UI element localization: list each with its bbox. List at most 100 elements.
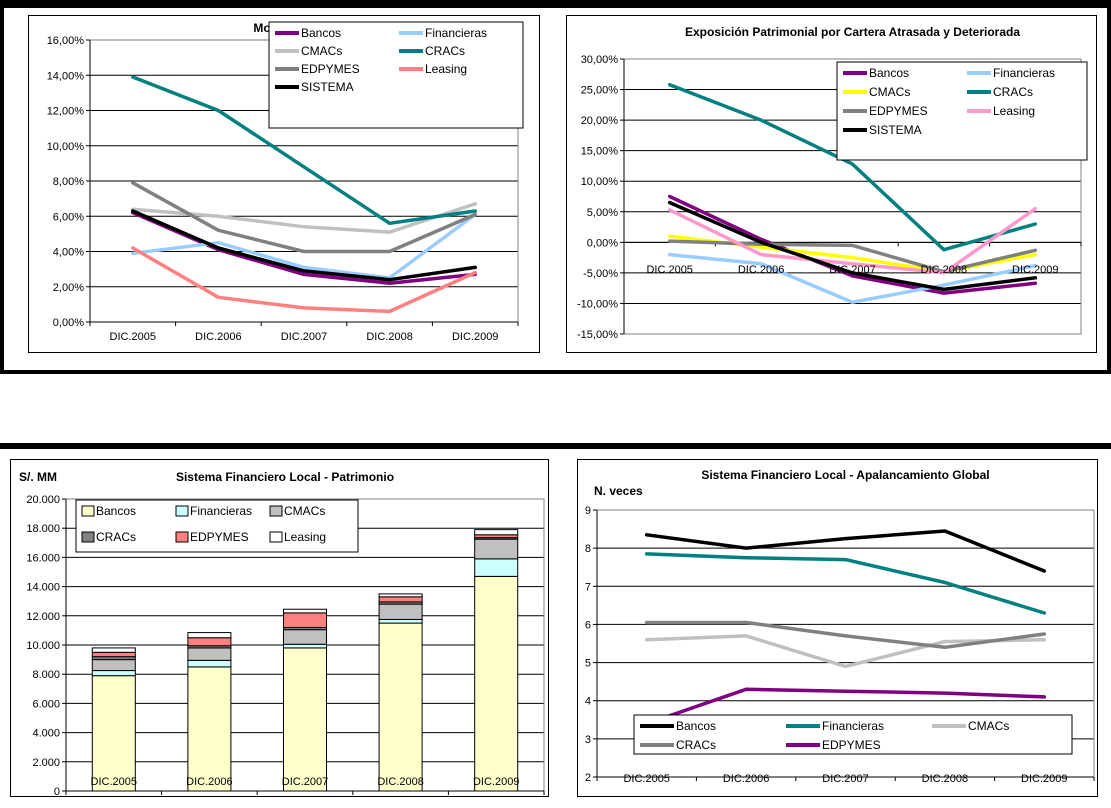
legend-label-cmacs: CMACs [301, 44, 342, 58]
y-tick-label: 4 [585, 696, 591, 708]
legend-label-bancos: Bancos [869, 66, 909, 80]
x-tick-label: DIC.2007 [822, 773, 868, 785]
x-tick-label: DIC.2006 [195, 331, 241, 343]
bar-cmacs [187, 647, 232, 661]
y-axis-label: S/. MM [19, 470, 57, 484]
bar-financieras [187, 659, 232, 668]
y-tick-label: 5 [585, 658, 591, 670]
x-tick-label: DIC.2007 [282, 776, 328, 788]
bar-leasing [378, 593, 423, 598]
legend-label-cracs: CRACs [993, 85, 1033, 99]
y-tick-label: 14.000 [26, 582, 60, 594]
bar-bancos [474, 575, 519, 792]
bar-edpymes [187, 637, 232, 647]
x-tick-label: DIC.2006 [723, 773, 769, 785]
middle-rule [0, 443, 1111, 449]
morosidad-chart-panel: Morosidad Global0,00%2,00%4,00%6,00%8,00… [28, 15, 540, 353]
bar-leasing [187, 632, 232, 639]
series-line-edpymes [644, 687, 1047, 726]
series-line-leasing [131, 246, 477, 314]
patrimonio-chart: Sistema Financiero Local - Patrimonio S/.… [19, 470, 545, 796]
bar-leasing [282, 608, 328, 614]
series-line-cmacs [644, 634, 1047, 669]
y-tick-label: 16,00% [47, 35, 85, 47]
y-tick-label: 25,00% [581, 85, 619, 97]
bar-bancos [91, 675, 136, 792]
x-tick-label: DIC.2008 [377, 776, 423, 788]
morosidad-chart: Morosidad Global0,00%2,00%4,00%6,00%8,00… [47, 21, 524, 343]
apalancamiento-chart-panel: Sistema Financiero Local - Apalancamient… [577, 459, 1098, 797]
y-tick-label: 2 [585, 772, 591, 784]
legend-label-edpymes: EDPYMES [822, 738, 881, 752]
y-tick-label: 4.000 [32, 728, 60, 740]
series-line-sistema [667, 200, 1038, 292]
y-tick-label: 0,00% [53, 317, 84, 329]
series-line-bancos [667, 194, 1038, 295]
series-line-financieras [131, 212, 477, 280]
legend-label-cracs: CRACs [676, 738, 716, 752]
bar-leasing [474, 529, 519, 536]
y-tick-label: 18.000 [26, 523, 60, 535]
y-tick-label: 2,00% [53, 282, 84, 294]
top-rule [0, 0, 1111, 6]
legend-label-financieras: Financieras [190, 504, 252, 518]
y-tick-label: 30,00% [581, 54, 619, 66]
bar-cmacs [378, 603, 423, 620]
legend-label-bancos: Bancos [96, 504, 136, 518]
legend [836, 61, 1088, 161]
y-tick-label: 3 [585, 734, 591, 746]
y-tick-label: 14,00% [47, 70, 85, 82]
series-line-sistema [131, 209, 477, 282]
series-line-cracs [131, 75, 477, 226]
chart-title: Sistema Financiero Local - Apalancamient… [701, 468, 989, 482]
y-axis-label: N. veces [594, 484, 643, 498]
y-tick-label: 6,00% [53, 211, 84, 223]
y-tick-label: -15,00% [577, 329, 618, 341]
legend-label-cracs: CRACs [425, 44, 465, 58]
series-line-bancos [644, 529, 1047, 573]
x-tick-label: DIC.2006 [186, 776, 232, 788]
y-tick-label: -10,00% [577, 298, 618, 310]
x-tick-label: DIC.2006 [738, 264, 784, 276]
y-tick-label: 7 [585, 581, 591, 593]
bar-edpymes [282, 612, 328, 628]
y-tick-label: 10,00% [581, 176, 619, 188]
y-tick-label: 12,00% [47, 106, 85, 118]
y-tick-label: 8,00% [53, 176, 84, 188]
legend [633, 714, 1073, 755]
legend-label-cmacs: CMACs [968, 719, 1009, 733]
y-tick-label: 8 [585, 543, 591, 555]
bar-cmacs [474, 538, 519, 560]
legend-label-financieras: Financieras [993, 66, 1055, 80]
x-tick-label: DIC.2009 [1012, 264, 1058, 276]
series-line-leasing [667, 206, 1038, 275]
legend-swatch-edpymes [175, 531, 189, 543]
y-tick-label: 2.000 [32, 757, 60, 769]
series-line-edpymes [667, 239, 1038, 274]
top-frame [0, 4, 1111, 374]
y-tick-label: 10.000 [26, 640, 60, 652]
y-tick-label: 5,00% [587, 207, 618, 219]
x-tick-label: DIC.2005 [91, 776, 137, 788]
apalancamiento-chart: Sistema Financiero Local - Apalancamient… [585, 468, 1095, 785]
x-tick-label: DIC.2005 [110, 331, 156, 343]
legend-label-sistema: SISTEMA [301, 80, 354, 94]
legend-label-cmacs: CMACs [869, 85, 910, 99]
legend-swatch-leasing [269, 531, 283, 543]
legend-swatch-financieras [175, 505, 189, 517]
legend-label-financieras: Financieras [822, 719, 884, 733]
legend-label-edpymes: EDPYMES [301, 62, 360, 76]
bar-cmacs [282, 629, 328, 645]
exposicion-chart-panel: Exposición Patrimonial por Cartera Atras… [566, 15, 1097, 353]
legend-swatch-cmacs [269, 505, 283, 517]
bar-financieras [91, 670, 136, 677]
x-tick-label: DIC.2005 [646, 264, 692, 276]
bar-financieras [474, 558, 519, 577]
series-line-cracs [644, 620, 1047, 650]
bar-financieras [378, 618, 423, 624]
y-tick-label: 10,00% [47, 141, 85, 153]
bar-bancos [282, 647, 328, 792]
legend-label-edpymes: EDPYMES [869, 104, 928, 118]
y-tick-label: 6.000 [32, 698, 60, 710]
bar-edpymes [378, 596, 423, 603]
